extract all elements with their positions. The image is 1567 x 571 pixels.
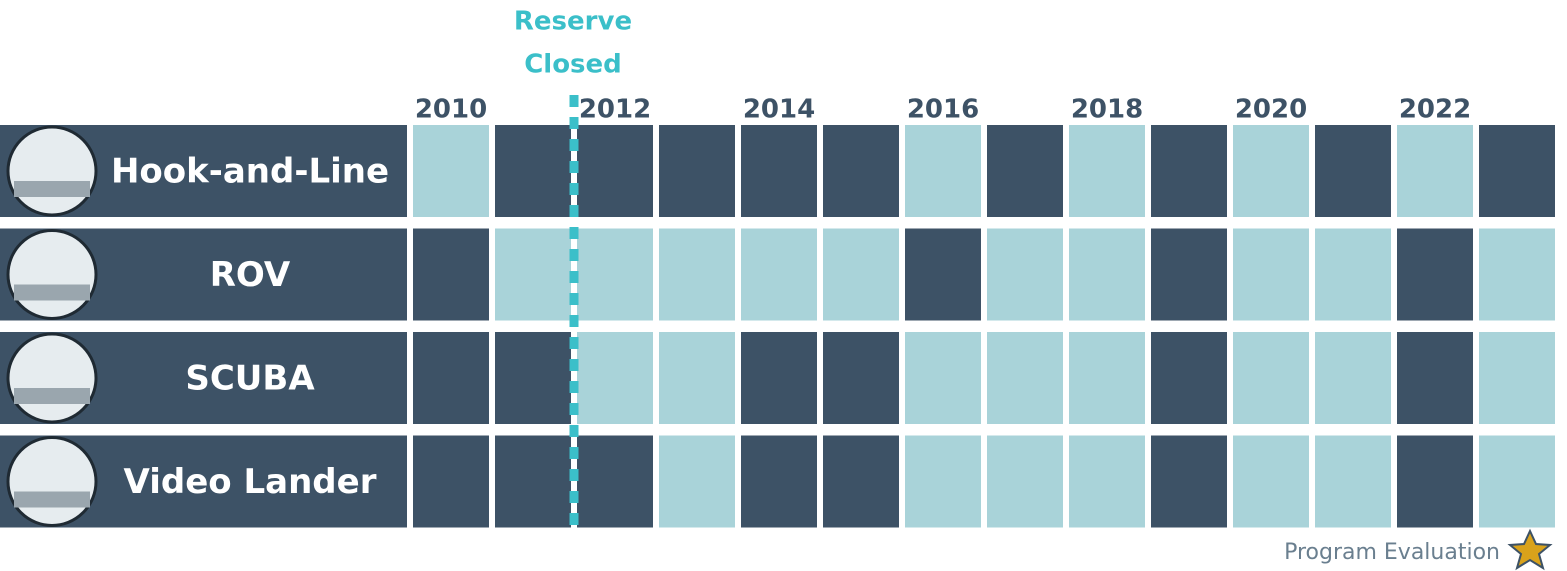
cell [1315, 228, 1391, 321]
row-label: Hook-and-Line [111, 152, 389, 192]
cell [987, 228, 1063, 321]
cell [495, 435, 571, 528]
cell [577, 435, 653, 528]
cell [741, 332, 817, 424]
annotation-line: Reserve [514, 7, 632, 37]
cell [1479, 125, 1555, 217]
cell [1233, 125, 1309, 217]
row-label: ROV [210, 255, 291, 295]
row-label: SCUBA [185, 359, 315, 399]
annotation-line: Closed [524, 50, 622, 80]
cell [741, 435, 817, 528]
cell [495, 228, 571, 321]
method-icon [6, 436, 98, 527]
cell [1069, 332, 1145, 424]
cell [905, 125, 981, 217]
icon-ground [14, 284, 90, 301]
cell [1069, 435, 1145, 528]
cell [1315, 332, 1391, 424]
cell [413, 435, 489, 528]
year-label: 2022 [1399, 95, 1471, 125]
cell [1233, 332, 1309, 424]
cell [1069, 125, 1145, 217]
year-label: 2016 [907, 95, 979, 125]
cell [1151, 435, 1227, 528]
cell [1479, 332, 1555, 424]
cell [823, 228, 899, 321]
cell [495, 125, 571, 217]
cell [823, 435, 899, 528]
cell [1315, 435, 1391, 528]
cell [1315, 125, 1391, 217]
icon-ground [14, 181, 90, 197]
footer: Program Evaluation [1284, 540, 1500, 565]
cell [577, 228, 653, 321]
icon-ground [14, 491, 90, 508]
year-label: 2020 [1235, 95, 1307, 125]
cell [823, 332, 899, 424]
cell [987, 332, 1063, 424]
cell [905, 435, 981, 528]
cell [577, 125, 653, 217]
cell [577, 332, 653, 424]
cell [1397, 435, 1473, 528]
cell [659, 435, 735, 528]
method-icon [6, 229, 98, 320]
year-label: 2018 [1071, 95, 1143, 125]
cell [1397, 228, 1473, 321]
cell [1151, 332, 1227, 424]
cell [659, 125, 735, 217]
year-label: 2014 [743, 95, 815, 125]
cell [1069, 228, 1145, 321]
cell [413, 228, 489, 321]
cell [413, 332, 489, 424]
cell [495, 332, 571, 424]
cell [987, 435, 1063, 528]
cell [1479, 228, 1555, 321]
cell [1397, 125, 1473, 217]
cell [905, 332, 981, 424]
cell [1233, 435, 1309, 528]
cell [1397, 332, 1473, 424]
row-label: Video Lander [124, 462, 377, 502]
cell [659, 228, 735, 321]
cell [1151, 125, 1227, 217]
cell [741, 125, 817, 217]
year-label: 2010 [415, 95, 487, 125]
cell [905, 228, 981, 321]
cell [987, 125, 1063, 217]
cell [413, 125, 489, 217]
method-icon [6, 125, 98, 217]
cell [1233, 228, 1309, 321]
cell [1151, 228, 1227, 321]
year-label: 2012 [579, 95, 651, 125]
cell [741, 228, 817, 321]
cell [823, 125, 899, 217]
cell [659, 332, 735, 424]
method-icon [6, 332, 98, 424]
cell [1479, 435, 1555, 528]
star-icon [1507, 528, 1553, 571]
icon-ground [14, 388, 90, 404]
